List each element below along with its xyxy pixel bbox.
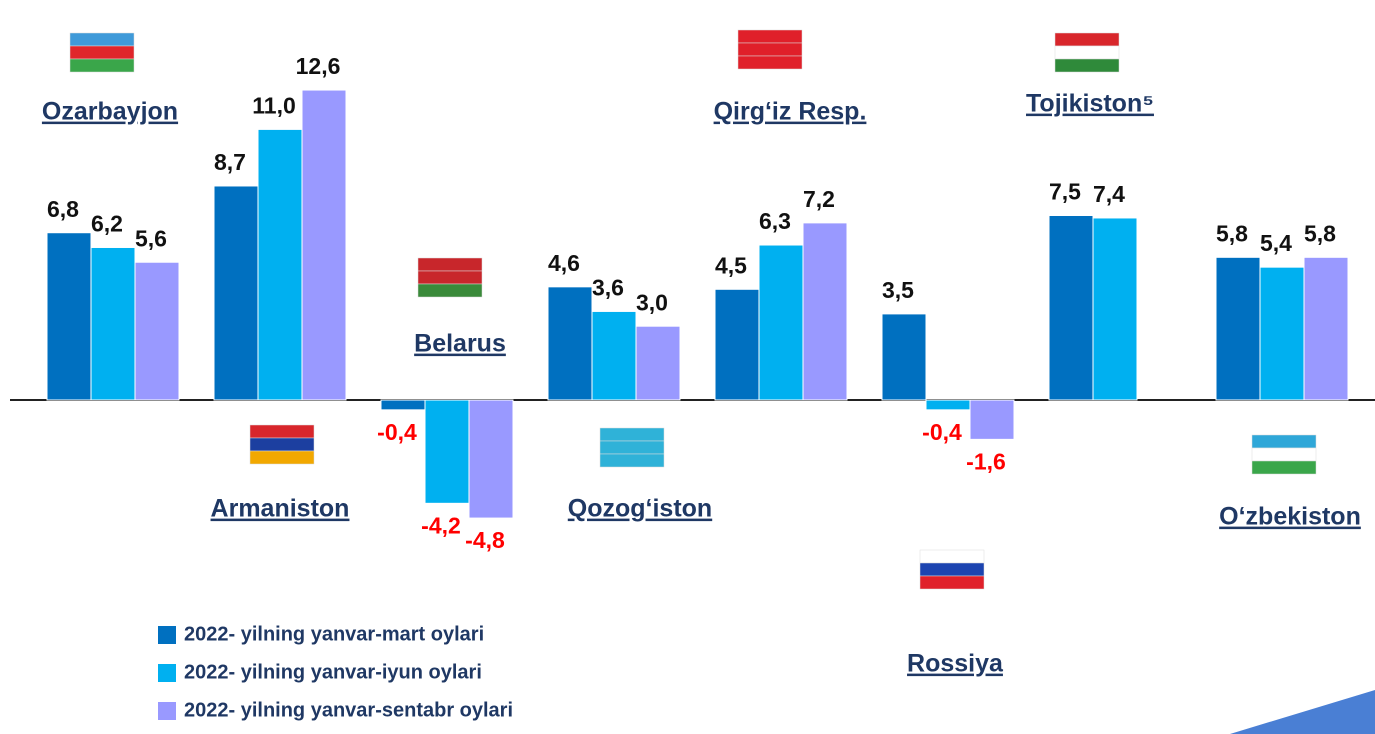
country-label: Rossiya [907, 650, 1004, 678]
flag-stripe [919, 549, 985, 564]
bar [90, 246, 136, 401]
bar [134, 261, 180, 401]
flag-stripe [417, 257, 483, 272]
value-label: -0,4 [922, 419, 962, 445]
value-label: 6,3 [759, 208, 791, 234]
legend-label: 2022- yilning yanvar-mart oylari [184, 623, 484, 645]
value-label: 3,0 [636, 289, 668, 315]
country-label: Qirg‘iz Resp. [714, 98, 867, 126]
value-label: 3,5 [882, 277, 914, 303]
value-label: 7,2 [803, 186, 835, 212]
country-label: Qozog‘iston [568, 495, 712, 523]
bar [1215, 256, 1261, 401]
flag-stripe [599, 453, 665, 468]
bar [1259, 266, 1305, 401]
value-label: -4,8 [465, 527, 505, 553]
bar [468, 399, 514, 519]
flag-stripe [599, 440, 665, 455]
bar [635, 325, 681, 401]
value-label: 12,6 [296, 53, 341, 79]
country-label: Tojikiston⁵ [1026, 90, 1154, 118]
bar [925, 399, 971, 411]
bar [1303, 256, 1349, 401]
country-label: O‘zbekiston [1219, 503, 1361, 531]
bar [591, 310, 637, 401]
legend-swatch [158, 626, 176, 644]
flag-stripe [249, 424, 315, 439]
bar [1092, 217, 1138, 401]
value-label: 7,4 [1093, 181, 1125, 207]
legend-label: 2022- yilning yanvar-sentabr oylari [184, 699, 513, 721]
value-label: -1,6 [966, 448, 1006, 474]
flag-stripe [1054, 32, 1120, 47]
flag-stripe [919, 575, 985, 590]
flag-stripe [1251, 447, 1317, 462]
flag-stripe [249, 450, 315, 465]
flag-stripe [1054, 45, 1120, 60]
bar [46, 232, 92, 401]
value-label: 6,2 [91, 211, 123, 237]
bar [802, 222, 848, 401]
value-label: 4,5 [715, 252, 747, 278]
value-label: 7,5 [1049, 179, 1081, 205]
value-label: 3,6 [592, 275, 624, 301]
bar [969, 399, 1015, 440]
flag-stripe [69, 58, 135, 73]
flag-stripe [1251, 434, 1317, 449]
bar [881, 313, 927, 401]
corner-decoration [1230, 690, 1375, 734]
country-label: Ozarbayjon [42, 98, 178, 126]
flag-stripe [249, 437, 315, 452]
value-label: 8,7 [214, 149, 246, 175]
value-label: 5,6 [135, 225, 167, 251]
bar [424, 399, 470, 504]
value-label: 4,6 [548, 250, 580, 276]
value-label: -4,2 [421, 512, 461, 538]
flag-stripe [417, 283, 483, 298]
legend-swatch [158, 702, 176, 720]
bar [380, 399, 426, 411]
legend-swatch [158, 664, 176, 682]
bar [301, 89, 347, 401]
bar [213, 185, 259, 401]
country-label: Belarus [414, 330, 506, 358]
value-label: 5,4 [1260, 230, 1292, 256]
value-label: 5,8 [1216, 220, 1248, 246]
flag-stripe [599, 427, 665, 442]
value-label: 6,8 [47, 196, 79, 222]
flag-stripe [69, 32, 135, 47]
country-label: Armaniston [211, 495, 350, 523]
flag-stripe [69, 45, 135, 60]
bar [714, 288, 760, 401]
value-label: -0,4 [377, 419, 417, 445]
flag-stripe [1054, 58, 1120, 73]
flag-stripe [737, 55, 803, 70]
flag-stripe [737, 42, 803, 57]
flag-stripe [919, 562, 985, 577]
bar [257, 128, 303, 401]
flag-stripe [417, 270, 483, 285]
flag-stripe [737, 29, 803, 44]
value-label: 11,0 [252, 92, 296, 118]
bar [758, 244, 804, 401]
bar [547, 286, 593, 401]
value-label: 5,8 [1304, 220, 1336, 246]
legend-label: 2022- yilning yanvar-iyun oylari [184, 661, 482, 683]
flag-stripe [1251, 460, 1317, 475]
bar [1048, 215, 1094, 401]
